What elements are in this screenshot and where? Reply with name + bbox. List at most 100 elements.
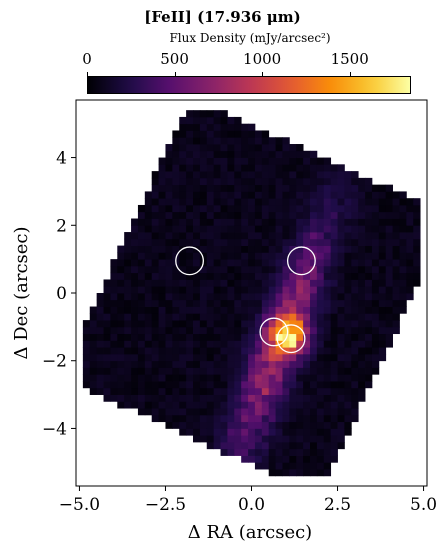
heatmap-cell: [289, 414, 297, 423]
heatmap-cell: [413, 232, 421, 240]
heatmap-cell: [392, 204, 400, 213]
heatmap-cell: [206, 130, 215, 138]
heatmap-cell: [241, 164, 249, 172]
heatmap-cell: [144, 232, 153, 240]
heatmap-cell: [399, 286, 407, 294]
heatmap-cell: [131, 313, 139, 321]
heatmap-cell: [413, 238, 421, 246]
heatmap-cell: [289, 286, 297, 294]
heatmap-cell: [117, 293, 125, 301]
heatmap-cell: [337, 306, 345, 314]
heatmap-cell: [248, 408, 256, 416]
heatmap-cell: [330, 191, 338, 199]
heatmap-cell: [316, 286, 325, 294]
heatmap-cell: [103, 333, 111, 341]
heatmap-cell: [268, 259, 276, 267]
y-tick-label: −4: [42, 419, 67, 439]
heatmap-cell: [234, 299, 242, 307]
heatmap-cell: [220, 110, 228, 118]
heatmap-cell: [199, 286, 208, 294]
heatmap-cell: [172, 130, 180, 138]
heatmap-cell: [282, 150, 290, 158]
heatmap-cell: [385, 286, 393, 294]
heatmap-cell: [193, 347, 201, 355]
heatmap-cell: [227, 367, 235, 375]
heatmap-cell: [248, 326, 256, 335]
heatmap-cell: [406, 286, 414, 294]
heatmap-cell: [179, 211, 187, 219]
heatmap-cell: [323, 367, 332, 375]
heatmap-cell: [275, 333, 283, 341]
heatmap-cell: [358, 387, 366, 395]
heatmap-cell: [371, 320, 380, 328]
heatmap-cell: [199, 265, 208, 274]
heatmap-cell: [234, 238, 242, 246]
heatmap-cell: [282, 144, 290, 152]
heatmap-cell: [248, 130, 256, 138]
heatmap-cell: [310, 353, 318, 362]
heatmap-cell: [213, 293, 221, 301]
heatmap-cell: [316, 326, 325, 335]
heatmap-cell: [241, 204, 249, 213]
heatmap-cell: [254, 414, 263, 423]
heatmap-cell: [220, 428, 228, 436]
heatmap-cell: [254, 272, 263, 280]
heatmap-cell: [144, 387, 153, 395]
heatmap-cell: [165, 381, 173, 389]
heatmap-cell: [186, 110, 194, 118]
heatmap-cell: [234, 184, 242, 192]
heatmap-cell: [193, 367, 201, 375]
heatmap-cell: [344, 387, 352, 395]
heatmap-cell: [254, 198, 263, 206]
heatmap-cell: [186, 394, 194, 402]
heatmap-cell: [323, 211, 332, 219]
heatmap-cell: [282, 211, 290, 219]
heatmap-cell: [234, 353, 242, 362]
heatmap-cell: [371, 245, 380, 253]
heatmap-cell: [303, 259, 311, 267]
heatmap-cell: [137, 347, 146, 355]
heatmap-cell: [165, 347, 173, 355]
heatmap-cell: [172, 340, 180, 348]
heatmap-cell: [186, 293, 194, 301]
heatmap-cell: [193, 340, 201, 348]
heatmap-cell: [337, 387, 345, 395]
heatmap-cell: [89, 313, 98, 321]
heatmap-cell: [186, 211, 194, 219]
heatmap-cell: [310, 462, 318, 470]
heatmap-cell: [344, 374, 352, 382]
heatmap-cell: [165, 144, 173, 152]
heatmap-cell: [282, 293, 290, 301]
heatmap-cell: [371, 211, 380, 219]
heatmap-cell: [186, 150, 194, 158]
heatmap-cell: [385, 313, 393, 321]
heatmap-cell: [303, 245, 311, 253]
heatmap-cell: [248, 157, 256, 165]
heatmap-cell: [289, 306, 297, 314]
heatmap-cell: [131, 293, 139, 301]
heatmap-cell: [110, 387, 118, 395]
heatmap-cell: [248, 435, 256, 443]
heatmap-cell: [248, 360, 256, 368]
heatmap-cell: [323, 299, 332, 307]
heatmap-cell: [413, 245, 421, 253]
heatmap-cell: [199, 347, 208, 355]
heatmap-cell: [323, 191, 332, 199]
heatmap-cell: [213, 279, 221, 287]
heatmap-cell: [213, 299, 221, 307]
heatmap-cell: [179, 320, 187, 328]
heatmap-cell: [193, 299, 201, 307]
heatmap-cell: [110, 259, 118, 267]
heatmap-cell: [289, 184, 297, 192]
heatmap-cell: [248, 299, 256, 307]
heatmap-cell: [344, 306, 352, 314]
heatmap-cell: [406, 211, 414, 219]
heatmap-cell: [193, 116, 201, 125]
heatmap-cell: [220, 259, 228, 267]
heatmap-cell: [241, 360, 249, 368]
heatmap-cell: [131, 387, 139, 395]
heatmap-cell: [351, 259, 359, 267]
heatmap-cell: [193, 157, 201, 165]
heatmap-cell: [193, 191, 201, 199]
heatmap-cell: [213, 191, 221, 199]
